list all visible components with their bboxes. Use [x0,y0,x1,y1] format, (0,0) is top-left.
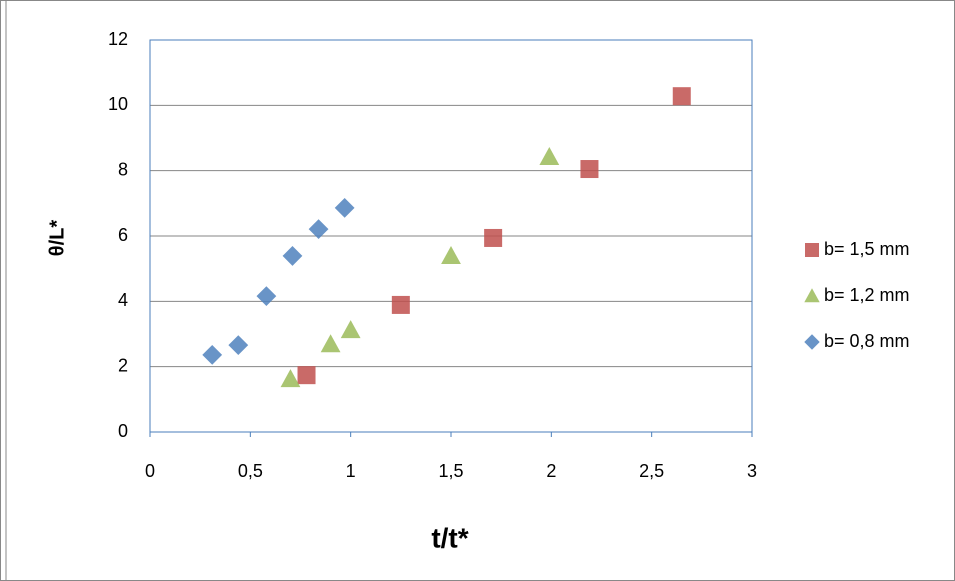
x-tick-label: 0,5 [238,461,263,481]
x-tick-label: 0 [145,461,155,481]
data-point [392,296,410,314]
x-tick-label: 2 [546,461,556,481]
y-tick-label: 10 [108,94,128,114]
y-tick-label: 6 [118,225,128,245]
legend-label: b= 1,5 mm [824,239,910,259]
x-tick-label: 1 [346,461,356,481]
y-tick-label: 2 [118,355,128,375]
y-tick-label: 8 [118,159,128,179]
y-tick-label: 12 [108,29,128,49]
y-tick-label: 0 [118,421,128,441]
x-tick-label: 1,5 [438,461,463,481]
y-axis-title: θ/L* [46,220,68,257]
x-tick-label: 2,5 [639,461,664,481]
chart: t/t* θ/L* 0 2 4 6 8 10 12 0 0,5 1 1,5 2 2,5 3 b= 1,5 m… [0,0,955,581]
data-point [580,160,598,178]
marker-square [805,243,819,257]
data-point [298,366,316,384]
x-axis-title: t/t* [431,522,468,553]
x-tick-label: 3 [747,461,757,481]
y-tick-label: 4 [118,290,128,310]
legend-label: b= 0,8 mm [824,331,910,351]
legend-label: b= 1,2 mm [824,285,910,305]
data-point [484,229,502,247]
data-point [673,87,691,105]
